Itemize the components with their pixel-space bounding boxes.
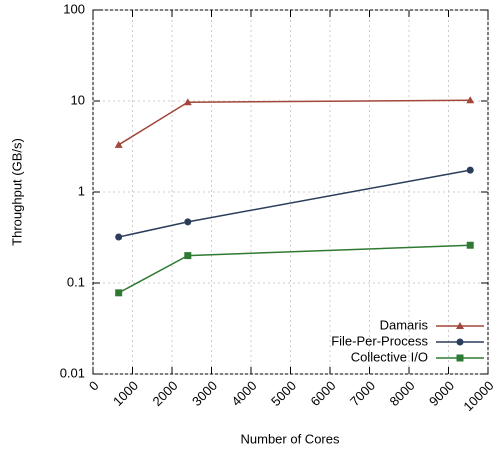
y-tick-label: 100 bbox=[63, 1, 85, 16]
x-tick-label: 4000 bbox=[228, 378, 259, 409]
x-axis-label: Number of Cores bbox=[241, 431, 340, 446]
x-tick-label: 8000 bbox=[386, 378, 417, 409]
series-line bbox=[118, 244, 471, 294]
legend-label: Collective I/O bbox=[351, 349, 428, 364]
legend-label: File-Per-Process bbox=[331, 333, 428, 348]
x-tick-label: 7000 bbox=[347, 378, 378, 409]
y-tick-label: 10 bbox=[71, 92, 85, 107]
marker bbox=[466, 166, 474, 174]
marker bbox=[115, 289, 123, 297]
legend-label: Damaris bbox=[380, 317, 429, 332]
marker bbox=[456, 338, 464, 346]
marker bbox=[115, 233, 123, 241]
x-tick-label: 0 bbox=[86, 378, 102, 394]
marker bbox=[456, 322, 464, 329]
marker bbox=[183, 98, 192, 106]
y-tick-label: 0.01 bbox=[60, 365, 85, 380]
x-tick-label: 2000 bbox=[149, 378, 180, 409]
series-line bbox=[118, 99, 471, 146]
y-tick-label: 1 bbox=[78, 183, 85, 198]
y-tick-label: 0.1 bbox=[67, 274, 85, 289]
series-line bbox=[118, 169, 471, 238]
marker bbox=[466, 96, 475, 104]
x-tick-label: 9000 bbox=[426, 378, 457, 409]
x-tick-label: 3000 bbox=[189, 378, 220, 409]
marker bbox=[184, 252, 192, 260]
marker bbox=[114, 140, 123, 148]
x-tick-label: 10000 bbox=[460, 378, 496, 414]
marker bbox=[184, 218, 192, 226]
y-axis-label: Throughput (GB/s) bbox=[9, 138, 24, 246]
marker bbox=[466, 241, 474, 249]
x-tick-label: 6000 bbox=[307, 378, 338, 409]
marker bbox=[456, 354, 464, 362]
x-tick-label: 1000 bbox=[110, 378, 141, 409]
x-tick-label: 5000 bbox=[268, 378, 299, 409]
